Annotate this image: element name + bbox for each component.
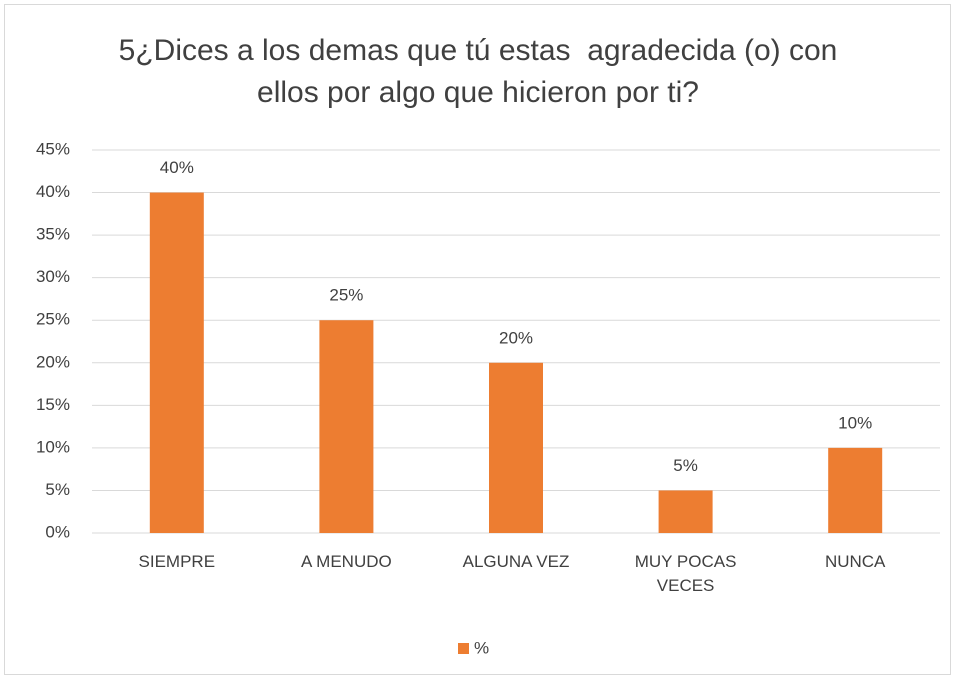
data-label: 25% <box>329 286 363 305</box>
x-tick-label: ALGUNA VEZ <box>462 552 570 571</box>
legend-label: % <box>474 638 489 657</box>
data-label: 10% <box>838 413 872 432</box>
y-tick-label: 35% <box>36 225 70 244</box>
y-tick-label: 40% <box>36 182 70 201</box>
y-tick-label: 15% <box>36 395 70 414</box>
y-tick-label: 10% <box>36 437 70 456</box>
bar <box>319 320 374 533</box>
data-label: 5% <box>673 456 698 475</box>
y-tick-label: 0% <box>45 522 70 541</box>
bar <box>828 447 883 533</box>
y-tick-label: 25% <box>36 310 70 329</box>
data-label: 40% <box>160 158 194 177</box>
x-tick-label: SIEMPRE <box>138 552 216 571</box>
y-tick-label: 20% <box>36 352 70 371</box>
data-label: 20% <box>499 328 533 347</box>
y-tick-label: 5% <box>45 480 70 499</box>
bar <box>489 362 543 533</box>
x-tick-label: MUY POCAS VECES <box>634 552 737 595</box>
y-tick-label: 30% <box>36 267 70 286</box>
x-tick-label: A MENUDO <box>301 552 392 571</box>
x-tick-label: NUNCA <box>824 552 886 571</box>
bar <box>149 192 204 534</box>
chart-title: 5¿Dices a los demas que tú estas agradec… <box>118 34 838 109</box>
y-tick-label: 45% <box>36 139 70 158</box>
bar <box>658 490 713 533</box>
legend-swatch <box>458 643 469 654</box>
